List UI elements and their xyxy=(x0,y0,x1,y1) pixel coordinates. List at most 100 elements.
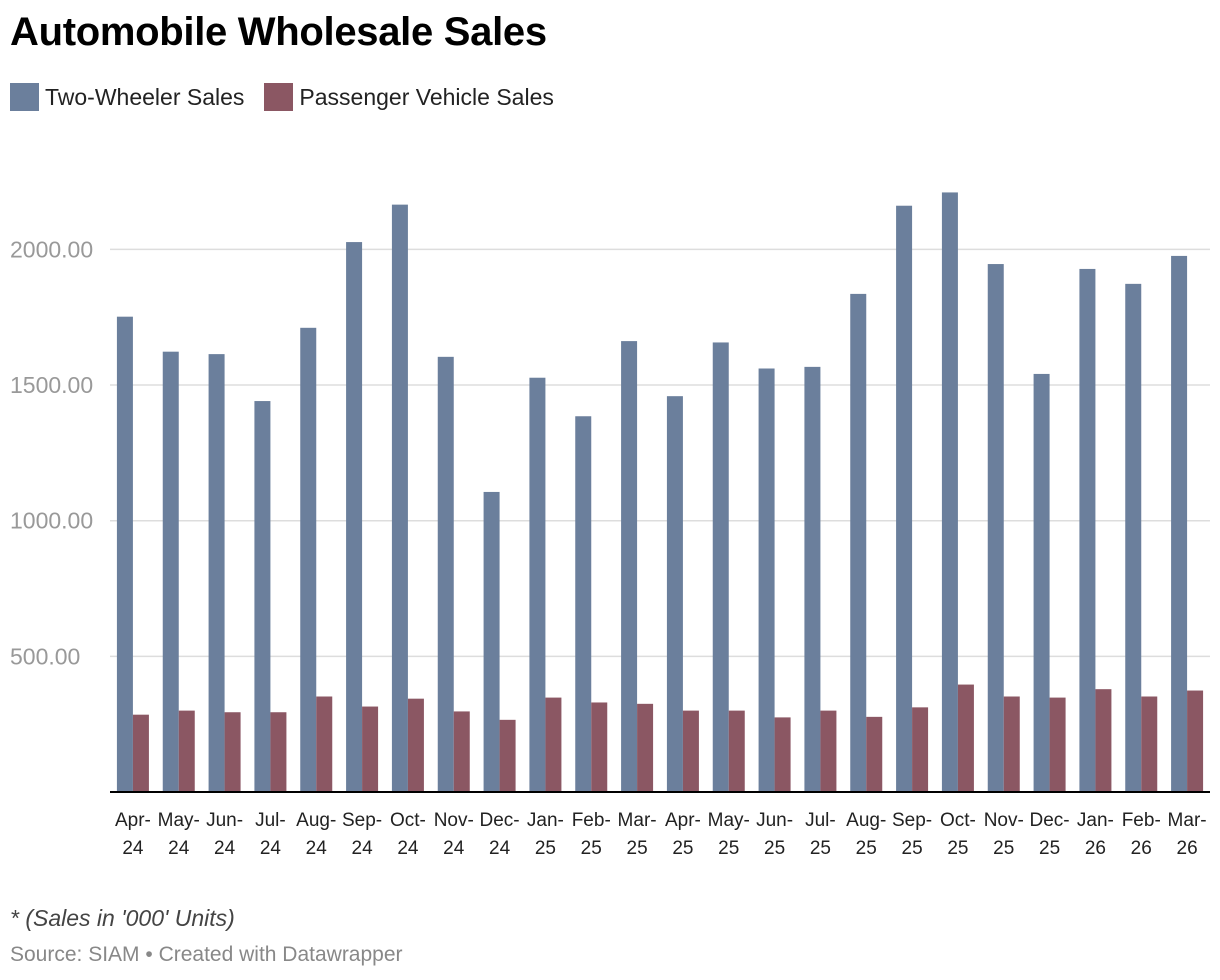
x-tick-label: 25 xyxy=(672,838,693,859)
x-tick-label: 25 xyxy=(535,838,556,859)
legend-swatch-passenger xyxy=(264,83,294,111)
bar-passenger xyxy=(1095,689,1112,792)
x-tick-label: 26 xyxy=(1177,838,1198,859)
x-tick-label: Apr- xyxy=(665,810,701,831)
chart-area: 500.00 1000.00 1500.00 2000.00 Apr- 24 May- 24 J… xyxy=(10,192,1210,859)
x-tick-label: 24 xyxy=(122,838,144,859)
bar-two-wheeler xyxy=(1033,373,1050,792)
bar-passenger xyxy=(774,717,791,792)
y-tick-label: 2000.00 xyxy=(10,236,93,262)
bar-two-wheeler xyxy=(529,377,546,792)
x-tick-label: May- xyxy=(708,810,750,831)
x-tick-label: 25 xyxy=(627,838,648,859)
bar-two-wheeler xyxy=(1125,283,1142,792)
bar-passenger xyxy=(499,719,516,792)
x-tick-label: 24 xyxy=(489,838,511,859)
bar-two-wheeler xyxy=(712,342,729,792)
x-tick-label: 24 xyxy=(352,838,374,859)
bar-two-wheeler xyxy=(804,366,821,792)
bar-passenger xyxy=(1049,697,1066,792)
x-tick-label: Aug- xyxy=(296,810,336,831)
x-tick-label: Sep- xyxy=(342,810,382,831)
bar-passenger xyxy=(1141,696,1158,792)
source-credit: Source: SIAM • Created with Datawrapper xyxy=(10,943,403,966)
y-tick-label: 1500.00 xyxy=(10,372,93,398)
bar-two-wheeler xyxy=(346,242,363,793)
x-tick-label: 25 xyxy=(581,838,602,859)
x-tick-label: 25 xyxy=(993,838,1014,859)
bar-two-wheeler xyxy=(208,354,225,792)
x-tick-label: 24 xyxy=(260,838,282,859)
bar-passenger xyxy=(637,703,654,792)
bar-passenger xyxy=(545,697,562,792)
x-tick-label: 24 xyxy=(397,838,419,859)
x-tick-label: 26 xyxy=(1131,838,1152,859)
bar-passenger xyxy=(132,714,149,792)
bar-two-wheeler xyxy=(300,327,317,792)
bar-passenger xyxy=(866,716,883,792)
x-tick-label: Mar- xyxy=(618,810,657,831)
bar-two-wheeler xyxy=(391,204,408,792)
bar-passenger xyxy=(1187,690,1204,792)
x-tick-label: 24 xyxy=(443,838,465,859)
bar-passenger xyxy=(407,698,424,792)
bar-passenger xyxy=(682,710,699,792)
bar-passenger xyxy=(957,684,974,792)
bar-passenger xyxy=(178,710,195,792)
bar-passenger xyxy=(316,696,333,792)
bar-passenger xyxy=(820,710,837,792)
x-tick-label: Aug- xyxy=(846,810,886,831)
bar-two-wheeler xyxy=(1079,268,1096,792)
bar-two-wheeler xyxy=(575,416,592,792)
x-tick-label: Nov- xyxy=(434,810,474,831)
bar-two-wheeler xyxy=(896,205,913,792)
x-tick-label: Dec- xyxy=(1030,810,1070,831)
bar-two-wheeler xyxy=(758,368,775,792)
x-tick-label: Oct- xyxy=(940,810,976,831)
chart-title: Automobile Wholesale Sales xyxy=(10,10,547,54)
y-tick-label: 1000.00 xyxy=(10,508,93,534)
x-tick-label: 26 xyxy=(1085,838,1106,859)
x-tick-label: Dec- xyxy=(480,810,520,831)
x-tick-label: 25 xyxy=(810,838,831,859)
bar-passenger xyxy=(362,706,379,792)
x-tick-label: Feb- xyxy=(572,810,611,831)
bar-two-wheeler xyxy=(437,356,454,792)
x-tick-label: Nov- xyxy=(984,810,1024,831)
x-tick-label: Mar- xyxy=(1168,810,1207,831)
bar-passenger xyxy=(912,707,929,792)
x-tick-label: May- xyxy=(158,810,200,831)
bar-passenger xyxy=(453,711,470,792)
legend-item-two-wheeler: Two-Wheeler Sales xyxy=(10,83,244,111)
x-tick-label: 25 xyxy=(764,838,785,859)
x-tick-label: 24 xyxy=(306,838,328,859)
bar-passenger xyxy=(728,710,745,792)
x-tick-label: 25 xyxy=(1039,838,1060,859)
bar-passenger xyxy=(591,702,608,792)
units-note: * (Sales in '000' Units) xyxy=(10,905,235,931)
bar-two-wheeler xyxy=(941,192,958,792)
legend-item-passenger: Passenger Vehicle Sales xyxy=(264,83,554,111)
bar-two-wheeler xyxy=(850,293,867,792)
y-tick-label: 500.00 xyxy=(10,643,80,669)
bar-two-wheeler xyxy=(1171,255,1188,792)
legend-swatch-two-wheeler xyxy=(10,83,39,111)
legend-label-two-wheeler: Two-Wheeler Sales xyxy=(45,83,245,110)
legend: Two-Wheeler Sales Passenger Vehicle Sale… xyxy=(10,83,574,111)
x-tick-label: 25 xyxy=(718,838,739,859)
x-tick-label: Jun- xyxy=(756,810,793,831)
bar-passenger xyxy=(1003,696,1020,792)
bar-two-wheeler xyxy=(162,351,179,792)
x-tick-label: 25 xyxy=(947,838,968,859)
bar-passenger xyxy=(270,712,287,792)
bar-two-wheeler xyxy=(987,264,1004,793)
bar-two-wheeler xyxy=(483,491,500,792)
x-tick-label: Jun- xyxy=(206,810,243,831)
x-tick-label: Feb- xyxy=(1122,810,1161,831)
x-tick-label: Oct- xyxy=(390,810,426,831)
bar-two-wheeler xyxy=(116,316,133,792)
x-tick-label: Jul- xyxy=(255,810,286,831)
x-tick-label: Jan- xyxy=(527,810,564,831)
legend-label-passenger: Passenger Vehicle Sales xyxy=(299,83,554,110)
x-tick-label: Sep- xyxy=(892,810,932,831)
